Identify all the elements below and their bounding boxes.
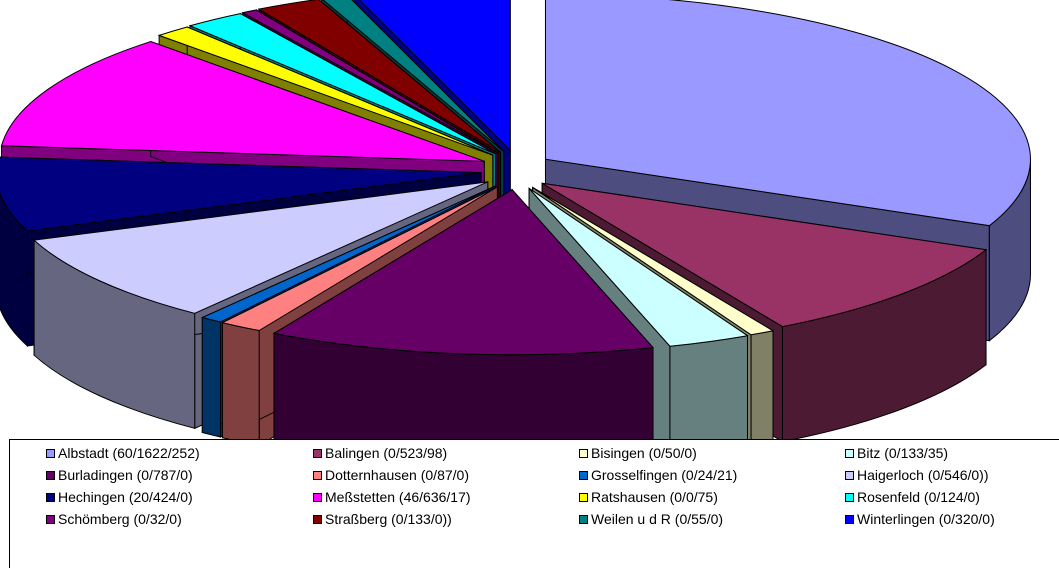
- pie-chart: [0, 0, 1031, 440]
- pie-slice-top: [358, 0, 511, 152]
- pie-slice-top: [541, 182, 988, 328]
- legend-label: Hechingen (20/424/0): [58, 489, 193, 505]
- legend-label: Burladingen (0/787/0): [58, 467, 193, 483]
- legend-label: Ratshausen (0/0/75): [591, 489, 718, 505]
- legend-item: Bisingen (0/50/0): [579, 443, 697, 463]
- pie-slice-top: [0, 41, 485, 162]
- legend-label: Dotternhausen (0/87/0): [325, 467, 469, 483]
- legend-swatch: [579, 492, 588, 502]
- legend-item: Bitz (0/133/35): [845, 443, 948, 463]
- legend-swatch: [46, 514, 55, 524]
- legend-item: Meßstetten (46/636/17): [313, 487, 471, 507]
- legend-swatch: [845, 492, 854, 502]
- legend-item: Dotternhausen (0/87/0): [313, 465, 469, 485]
- pie-slice-top: [220, 186, 498, 332]
- legend-label: Haigerloch (0/546/0)): [857, 467, 989, 483]
- legend-swatch: [313, 470, 322, 480]
- legend-swatch: [845, 514, 854, 524]
- legend-item: Schömberg (0/32/0): [46, 509, 182, 529]
- pie-slice-top: [272, 189, 655, 356]
- pie-slice-top: [257, 0, 501, 153]
- legend-label: Bitz (0/133/35): [857, 445, 949, 461]
- legend-swatch: [46, 492, 55, 502]
- legend-item: Balingen (0/523/98): [313, 443, 447, 463]
- legend-item: Ratshausen (0/0/75): [579, 487, 718, 507]
- legend-item: Haigerloch (0/546/0)): [845, 465, 989, 485]
- legend-swatch: [313, 514, 322, 524]
- pie-slice-top: [241, 9, 499, 154]
- legend-label: Straßberg (0/133/0)): [325, 511, 452, 527]
- legend-swatch: [313, 448, 322, 458]
- legend-item: Straßberg (0/133/0)): [313, 509, 452, 529]
- legend-item: Burladingen (0/787/0): [46, 465, 193, 485]
- legend-swatch: [579, 470, 588, 480]
- pie-slice-top: [0, 156, 482, 232]
- legend-label: Winterlingen (0/320/0): [857, 511, 995, 527]
- legend-label: Balingen (0/523/98): [325, 445, 448, 461]
- legend-item: Albstadt (60/1622/252): [46, 443, 200, 463]
- pie-slice-wall: [750, 330, 774, 440]
- pie-slice-top: [528, 187, 749, 347]
- pie-slice-top: [188, 13, 496, 155]
- legend-swatch: [845, 448, 854, 458]
- legend-label: Meßstetten (46/636/17): [325, 489, 471, 505]
- legend-swatch: [313, 492, 322, 502]
- pie-slice-wall: [669, 335, 748, 440]
- legend-label: Schömberg (0/32/0): [58, 511, 182, 527]
- legend-swatch: [46, 448, 55, 458]
- pie-slice-top: [532, 187, 775, 336]
- pie-slice-top: [157, 26, 493, 156]
- pie-slice-wall: [221, 322, 260, 440]
- chart-legend: Albstadt (60/1622/252) Balingen (0/523/98…: [9, 439, 1059, 568]
- legend-label: Weilen u d R (0/55/0): [591, 511, 724, 527]
- legend-item: Rosenfeld (0/124/0): [845, 487, 980, 507]
- legend-item: Winterlingen (0/320/0): [845, 509, 995, 529]
- legend-label: Albstadt (60/1622/252): [58, 445, 200, 461]
- legend-label: Bisingen (0/50/0): [591, 445, 697, 461]
- pie-slice-wall: [201, 316, 221, 438]
- legend-item: Weilen u d R (0/55/0): [579, 509, 723, 529]
- legend-swatch: [46, 470, 55, 480]
- legend-item: Hechingen (20/424/0): [46, 487, 193, 507]
- legend-swatch: [579, 514, 588, 524]
- pie-slice-top: [200, 185, 496, 323]
- pie-slice: [272, 188, 655, 440]
- legend-swatch: [579, 448, 588, 458]
- legend-item: Grosselfingen (0/24/21): [579, 465, 737, 485]
- pie-slice-top: [32, 181, 489, 314]
- pie-slice-top: [322, 0, 505, 152]
- pie-slice-top: [544, 0, 1031, 227]
- legend-swatch: [845, 470, 854, 480]
- legend-label: Rosenfeld (0/124/0): [857, 489, 980, 505]
- legend-label: Grosselfingen (0/24/21): [591, 467, 738, 483]
